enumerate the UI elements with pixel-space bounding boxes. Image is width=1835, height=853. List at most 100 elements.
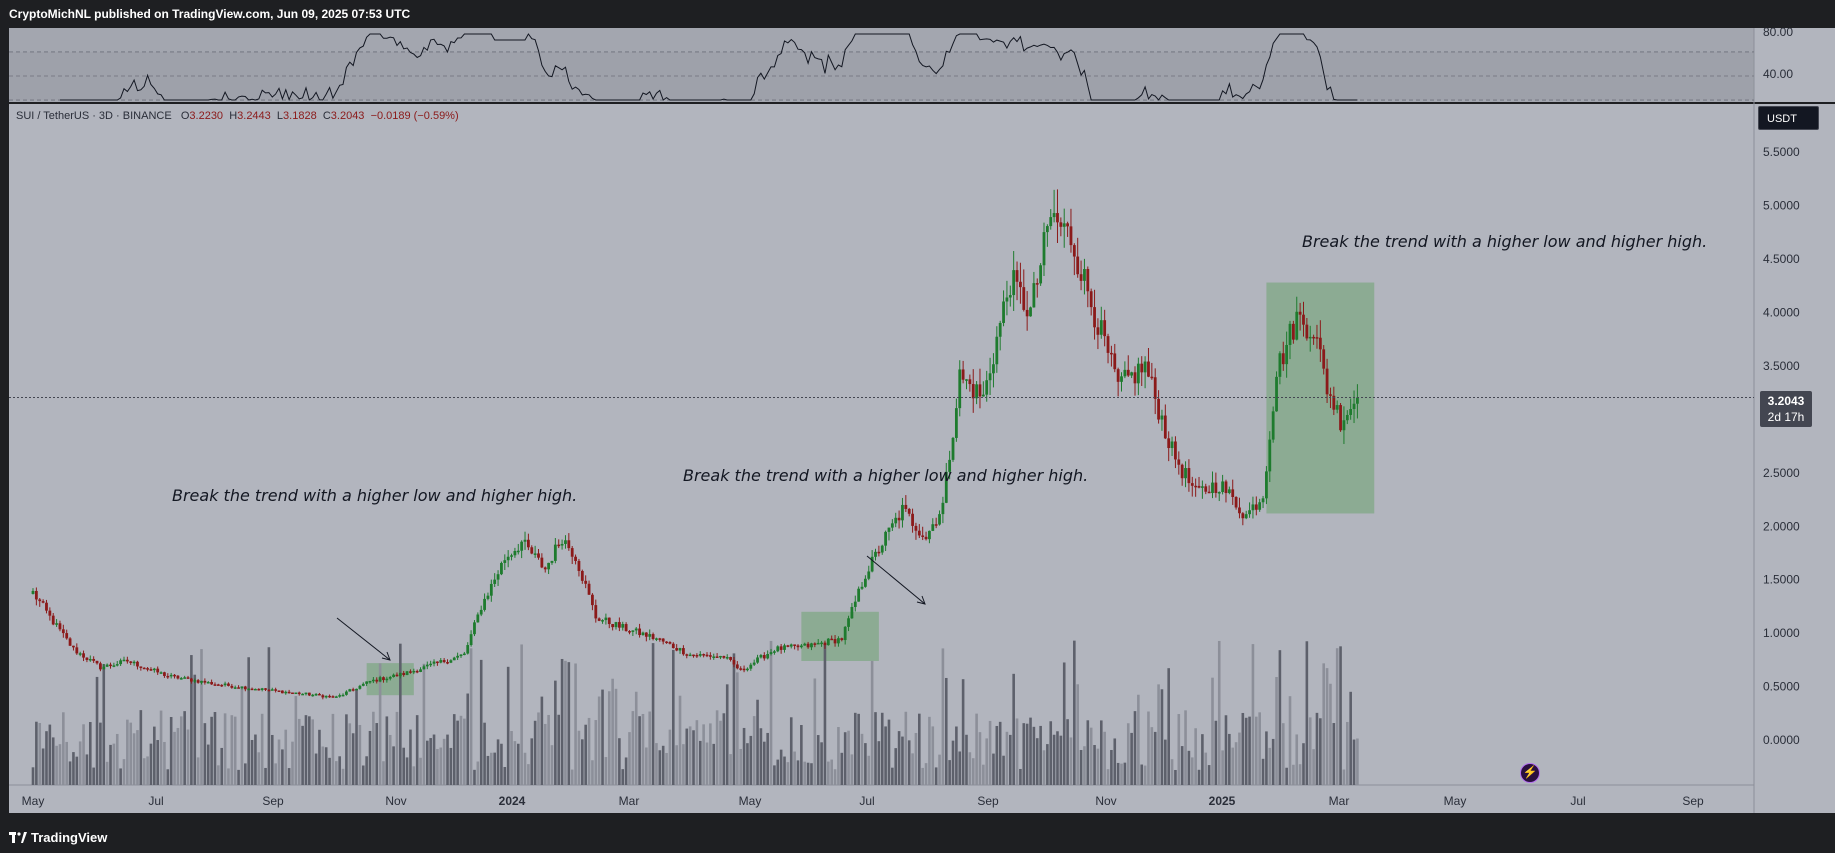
candle-body: [789, 644, 793, 647]
volume-bar: [473, 769, 476, 785]
volume-bar: [129, 722, 133, 785]
volume-bar: [1356, 738, 1359, 785]
volume-bar: [773, 765, 776, 785]
time-tick-label: Jul: [859, 794, 874, 808]
candle-body: [830, 638, 834, 641]
currency-selector[interactable]: USDT: [1758, 106, 1819, 130]
volume-bar: [1103, 731, 1106, 785]
candle-body: [254, 688, 257, 691]
candle-body: [1190, 483, 1194, 486]
candle-body: [1174, 441, 1177, 460]
candle-body: [294, 692, 298, 695]
volume-bar: [1184, 710, 1187, 785]
candle-body: [938, 514, 941, 525]
candle-body: [1302, 314, 1305, 325]
candle-body: [1150, 376, 1154, 379]
candle-body: [1160, 415, 1164, 420]
candle-body: [816, 642, 820, 645]
candle-body: [304, 692, 308, 695]
volume-bar: [1046, 744, 1049, 785]
volume-bar: [1174, 769, 1177, 785]
volume-bar: [887, 719, 891, 785]
candle-body: [122, 659, 126, 662]
volume-bar: [992, 753, 995, 785]
volume-bar: [985, 738, 989, 785]
high-value: 3.2443: [237, 110, 271, 122]
volume-bar: [722, 713, 726, 785]
candle-body: [961, 369, 965, 380]
volume-bar: [1157, 684, 1160, 785]
volume-bar: [1029, 717, 1032, 785]
candle-body: [628, 631, 631, 633]
time-tick-label: Sep: [1682, 794, 1704, 808]
volume-bar: [1201, 734, 1204, 785]
publish-info: CryptoMichNL published on TradingView.co…: [9, 7, 411, 21]
candle-body: [564, 540, 567, 544]
volume-bar: [894, 748, 898, 785]
time-tick-label: Mar: [1329, 794, 1350, 808]
candle-body: [280, 690, 284, 694]
candle-body: [1234, 497, 1238, 508]
candle-body: [210, 681, 214, 685]
volume-bar: [382, 761, 385, 785]
candle-body: [665, 641, 668, 644]
volume-bar: [240, 686, 244, 785]
volume-bar: [264, 767, 267, 785]
volume-bar: [392, 746, 395, 785]
candle-body: [149, 669, 153, 671]
volume-bar: [769, 640, 773, 785]
candle-body: [688, 654, 692, 657]
volume-bar: [294, 696, 298, 785]
candle-body: [105, 664, 109, 667]
candle-body: [1062, 223, 1066, 227]
volume-bar: [1069, 737, 1073, 785]
volume-bar: [1025, 723, 1029, 785]
volume-bar: [739, 748, 742, 785]
candle-body: [1045, 226, 1049, 233]
volume-bar: [1079, 749, 1083, 785]
candle-body: [1288, 323, 1292, 345]
volume-bar: [982, 764, 985, 785]
candle-body: [715, 656, 719, 658]
candle-body: [510, 555, 513, 557]
volume-bar: [1012, 673, 1015, 785]
volume-bar: [365, 756, 368, 785]
volume-bar: [132, 733, 136, 785]
arrows: [336, 555, 926, 661]
flash-icon[interactable]: ⚡: [1520, 763, 1540, 783]
candle-body: [1356, 397, 1359, 404]
candle-body: [415, 670, 419, 673]
candle-body: [580, 570, 584, 581]
time-tick-label: Jul: [148, 794, 163, 808]
candle-body: [1032, 283, 1036, 308]
price-chart[interactable]: 80.00 40.00 5.5000 5.0000 4.5000 4.0000 3.5000…: [0, 28, 1835, 822]
candle-body: [61, 629, 65, 634]
open-label: O: [180, 110, 190, 122]
footer-brand: TradingView: [31, 830, 108, 845]
volume-bar: [304, 715, 308, 785]
volume-bar: [287, 768, 291, 785]
volume-bar: [867, 755, 871, 785]
candle-body: [776, 646, 780, 652]
volume-bar: [442, 738, 446, 785]
volume-bar: [75, 756, 79, 785]
candle-body: [1056, 213, 1059, 223]
tradingview-logo[interactable]: TradingView: [9, 830, 107, 845]
candle-body: [621, 624, 625, 628]
volume-bar: [1099, 720, 1103, 785]
low-value: 3.1828: [283, 110, 317, 122]
candle-body: [725, 657, 729, 659]
candle-body: [361, 683, 365, 686]
volume-bar: [1305, 641, 1309, 785]
candle-body: [1278, 353, 1282, 377]
candle-body: [560, 543, 564, 546]
volume-bar: [1143, 765, 1147, 785]
candle-body: [1217, 492, 1221, 494]
candle-body: [34, 590, 38, 600]
candle-body: [951, 437, 955, 460]
candle-body: [520, 541, 524, 551]
annotation-2: Break the trend with a higher low and hi…: [683, 466, 1089, 485]
candle-body: [382, 677, 385, 681]
volume-bar: [1039, 725, 1042, 785]
candle-body: [567, 540, 571, 549]
